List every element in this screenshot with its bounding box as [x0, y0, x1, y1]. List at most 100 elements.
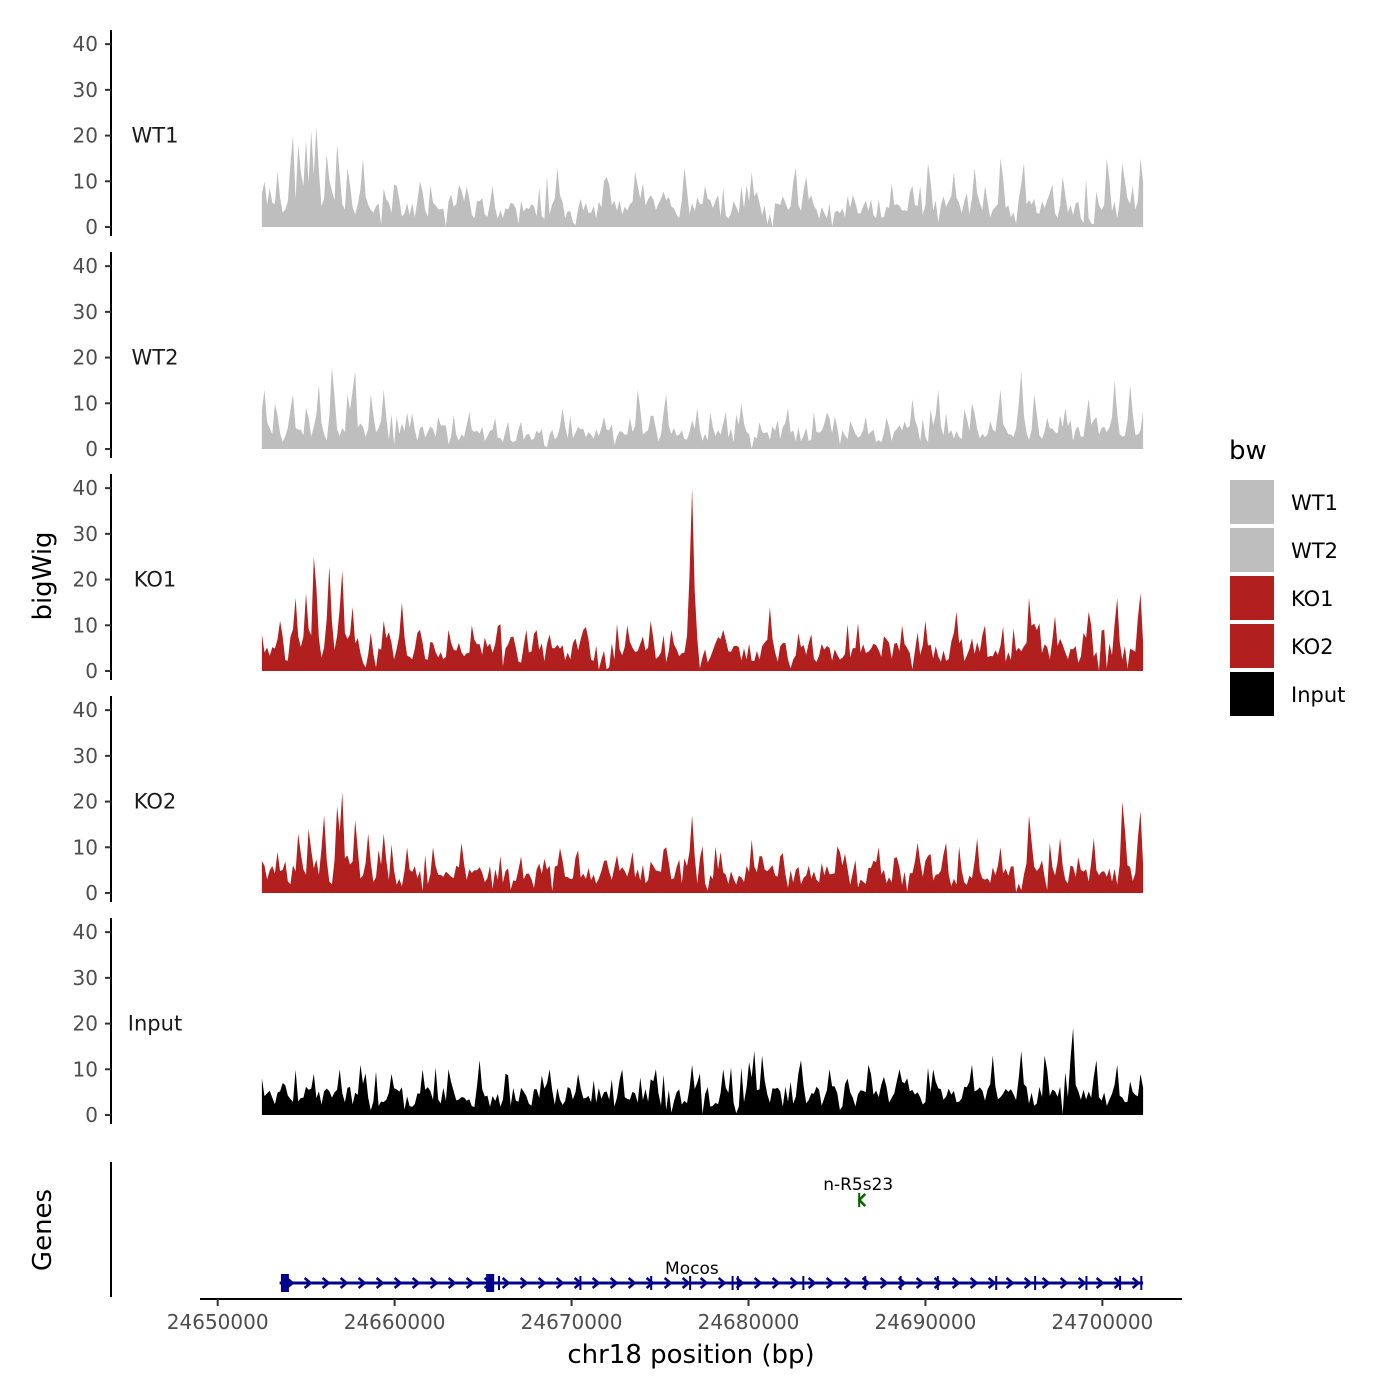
exon [498, 1276, 501, 1290]
strand-arrow [555, 1277, 565, 1289]
signal-area-ko1 [261, 488, 1144, 671]
strand-arrow [717, 1277, 727, 1289]
y-tick-label: 40 [73, 254, 98, 278]
y-tick-label: 0 [85, 1103, 98, 1127]
strand-arrow [519, 1277, 529, 1289]
exon [736, 1276, 739, 1290]
legend-label: WT2 [1291, 539, 1338, 563]
legend-swatch [1230, 624, 1274, 668]
x-axis: chr18 position (bp) 24650000 24660000 2467… [167, 1298, 1182, 1370]
gene-label-n-r5s23: n-R5s23 [823, 1175, 893, 1195]
strand-arrow [1059, 1277, 1069, 1289]
exon [280, 1274, 289, 1292]
gene-mocos: Mocos [279, 1259, 1144, 1292]
gene-label-mocos: Mocos [665, 1259, 719, 1279]
exon [650, 1276, 653, 1290]
x-tick-label: 24680000 [698, 1310, 800, 1334]
strand-arrow [1077, 1277, 1087, 1289]
strand-arrow [915, 1277, 925, 1289]
strand-arrow [1095, 1277, 1105, 1289]
y-tick-label: 0 [85, 881, 98, 905]
strand-arrow [789, 1277, 799, 1289]
y-tick-label: 20 [73, 346, 98, 370]
y-tick-label: 30 [73, 966, 98, 990]
y-axis-title: bigWig [28, 531, 58, 620]
strand-arrow [375, 1277, 385, 1289]
legend-label: KO2 [1291, 635, 1334, 659]
legend-title: bw [1229, 436, 1267, 466]
exon [486, 1274, 495, 1292]
strand-arrow [825, 1277, 835, 1289]
track-wt2: 0 10 20 30 40 WT2 [73, 252, 1144, 461]
y-tick-label: 0 [85, 437, 98, 461]
exon [864, 1276, 867, 1290]
strand-arrow [411, 1277, 421, 1289]
track-label: KO1 [134, 568, 177, 592]
y-tick-label: 0 [85, 659, 98, 683]
legend-label: KO1 [1291, 587, 1334, 611]
strand-arrow [357, 1277, 367, 1289]
strand-arrow [303, 1277, 313, 1289]
track-ko1: 0 10 20 30 40 KO1 [73, 474, 1144, 683]
strand-arrow [537, 1277, 547, 1289]
legend: bw WT1 WT2 KO1 KO2 Input [1229, 436, 1345, 716]
strand-arrow [681, 1277, 691, 1289]
y-tick-label: 30 [73, 744, 98, 768]
strand-arrow [699, 1277, 709, 1289]
strand-arrow [591, 1277, 601, 1289]
strand-arrow [951, 1277, 961, 1289]
legend-swatch [1230, 528, 1274, 572]
strand-arrow [771, 1277, 781, 1289]
track-label: WT2 [132, 346, 179, 370]
track-label: WT1 [132, 124, 179, 148]
exon [1140, 1276, 1143, 1290]
y-tick-label: 30 [73, 522, 98, 546]
y-tick-label: 20 [73, 568, 98, 592]
strand-arrow [321, 1277, 331, 1289]
strand-arrow [1131, 1277, 1141, 1289]
exon [1034, 1276, 1037, 1290]
strand-arrow [645, 1277, 655, 1289]
track-label: Input [128, 1012, 182, 1036]
y-tick-label: 20 [73, 790, 98, 814]
exon [802, 1276, 805, 1290]
strand-arrow [879, 1277, 889, 1289]
strand-arrow [627, 1277, 637, 1289]
track-ko2: 0 10 20 30 40 KO2 [73, 696, 1144, 905]
exon [1085, 1276, 1088, 1290]
y-tick-label: 30 [73, 78, 98, 102]
exon [995, 1276, 998, 1290]
strand-arrow [843, 1277, 853, 1289]
legend-item-input: Input [1230, 672, 1345, 716]
signal-area-input [261, 1028, 1144, 1115]
signal-tracks: 0 10 20 30 40 WT1 0 10 20 30 40 WT2 0 10 20 30 40 KO1 0 10 2… [73, 30, 1144, 1127]
strand-arrow [969, 1277, 979, 1289]
legend-item-ko1: KO1 [1230, 576, 1334, 620]
x-tick-label: 24690000 [875, 1310, 977, 1334]
strand-arrow [339, 1277, 349, 1289]
x-tick-label: 24650000 [167, 1310, 269, 1334]
gene-n-r5s23: n-R5s23 [823, 1175, 893, 1207]
signal-area-ko2 [261, 792, 1144, 893]
track-wt1: 0 10 20 30 40 WT1 [73, 30, 1144, 239]
exon [899, 1276, 902, 1290]
legend-swatch [1230, 480, 1274, 524]
legend-label: Input [1291, 683, 1345, 707]
genes-axis-title: Genes [28, 1189, 58, 1271]
strand-arrow [609, 1277, 619, 1289]
strand-arrow [663, 1277, 673, 1289]
y-tick-label: 20 [73, 124, 98, 148]
legend-label: WT1 [1291, 491, 1338, 515]
y-tick-label: 10 [73, 613, 98, 637]
track-input: 0 10 20 30 40 Input [73, 918, 1144, 1127]
y-tick-label: 10 [73, 169, 98, 193]
legend-item-wt1: WT1 [1230, 480, 1338, 524]
strand-arrow [501, 1277, 511, 1289]
y-tick-label: 10 [73, 835, 98, 859]
x-axis-title: chr18 position (bp) [567, 1340, 814, 1370]
y-tick-label: 40 [73, 476, 98, 500]
strand-arrow [429, 1277, 439, 1289]
legend-item-wt2: WT2 [1230, 528, 1338, 572]
strand-arrow [393, 1277, 403, 1289]
y-tick-label: 40 [73, 920, 98, 944]
